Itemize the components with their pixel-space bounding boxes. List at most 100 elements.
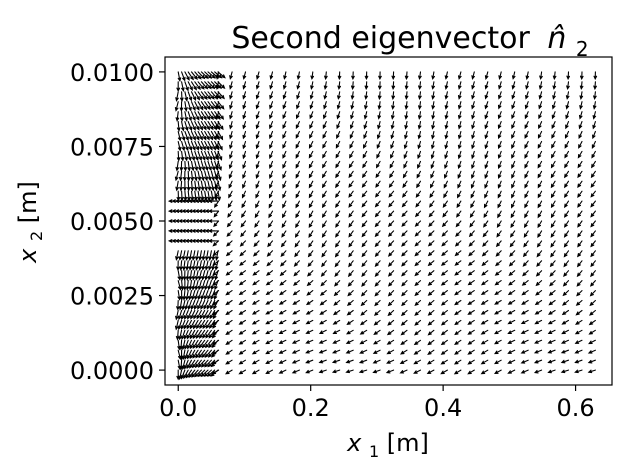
quiver-arrow bbox=[292, 299, 300, 305]
quiver-arrow bbox=[180, 309, 186, 321]
quiver-arrow bbox=[176, 150, 181, 162]
quiver-arrow bbox=[242, 140, 247, 150]
quiver-arrow bbox=[377, 91, 382, 101]
chart-title-text: Second eigenvector bbox=[231, 21, 530, 56]
quiver-arrow bbox=[335, 210, 341, 218]
quiver-arrow bbox=[242, 71, 247, 80]
quiver-arrow bbox=[323, 91, 328, 100]
quiver-arrow bbox=[228, 170, 233, 179]
quiver-arrow bbox=[215, 140, 220, 150]
quiver-arrow bbox=[227, 210, 233, 218]
quiver-arrow bbox=[240, 230, 247, 238]
quiver-arrow bbox=[194, 91, 201, 101]
quiver-arrow bbox=[402, 190, 408, 198]
quiver-arrow bbox=[211, 280, 220, 286]
quiver-arrow bbox=[185, 250, 189, 261]
quiver-arrow bbox=[335, 160, 341, 169]
quiver-arrow bbox=[417, 150, 422, 160]
quiver-arrow bbox=[562, 280, 570, 287]
quiver-arrow bbox=[497, 101, 502, 110]
quiver-arrow bbox=[348, 190, 354, 198]
quiver-arrow bbox=[332, 319, 341, 325]
quiver-arrow bbox=[319, 290, 327, 296]
quiver-arrow bbox=[427, 329, 435, 336]
quiver-arrow bbox=[467, 339, 475, 345]
quiver-arrow bbox=[359, 319, 368, 326]
quiver-arrow bbox=[535, 270, 543, 277]
quiver-arrow bbox=[577, 170, 583, 179]
quiver-arrow bbox=[590, 230, 596, 238]
quiver-arrow bbox=[471, 140, 475, 150]
quiver-arrow bbox=[483, 210, 489, 219]
quiver-arrow bbox=[361, 220, 368, 228]
quiver-arrow bbox=[374, 230, 381, 238]
quiver-arrow bbox=[204, 270, 209, 281]
quiver-arrow bbox=[225, 280, 233, 286]
quiver-arrow bbox=[190, 111, 196, 122]
quiver-arrow bbox=[242, 91, 247, 100]
quiver-arrow bbox=[548, 309, 556, 315]
quiver-arrow bbox=[347, 290, 354, 297]
quiver-arrow bbox=[195, 329, 202, 339]
quiver-arrow bbox=[296, 91, 300, 100]
quiver-arrow bbox=[358, 359, 368, 364]
quiver-arrow bbox=[175, 160, 180, 172]
quiver-arrow bbox=[552, 71, 557, 81]
quiver-arrow bbox=[467, 309, 475, 315]
quiver-arrow bbox=[387, 319, 395, 326]
quiver-arrow bbox=[335, 230, 341, 238]
quiver-arrow bbox=[306, 290, 314, 296]
quiver-arrow bbox=[179, 91, 184, 103]
quiver-arrow bbox=[319, 299, 327, 306]
quiver-arrow bbox=[279, 270, 287, 277]
quiver-arrow bbox=[588, 329, 596, 335]
quiver-arrow bbox=[348, 260, 354, 268]
quiver-arrow bbox=[454, 290, 462, 296]
quiver-arrow bbox=[401, 250, 408, 257]
quiver-arrow bbox=[280, 250, 287, 258]
quiver-arrow bbox=[228, 180, 233, 189]
quiver-arrow bbox=[306, 270, 314, 277]
quiver-arrow bbox=[591, 140, 596, 149]
quiver-arrow bbox=[333, 290, 341, 297]
quiver-arrow bbox=[178, 250, 183, 261]
quiver-arrow bbox=[441, 250, 448, 257]
quiver-arrow bbox=[400, 329, 408, 336]
quiver-arrow bbox=[480, 329, 489, 335]
quiver-arrow bbox=[444, 91, 449, 100]
quiver-arrow bbox=[497, 121, 502, 130]
quiver-arrow bbox=[587, 349, 596, 354]
quiver-arrow bbox=[363, 140, 368, 149]
quiver-arrow bbox=[494, 290, 502, 296]
quiver-arrow bbox=[305, 359, 314, 364]
quiver-arrow bbox=[183, 190, 188, 202]
quiver-arrow bbox=[561, 319, 570, 325]
quiver-arrow bbox=[550, 220, 556, 229]
quiver-arrow bbox=[360, 299, 368, 307]
quiver-arrow bbox=[307, 250, 314, 258]
quiver-arrow bbox=[186, 170, 191, 182]
quiver-arrow bbox=[281, 220, 287, 229]
quiver-arrow bbox=[198, 270, 202, 281]
quiver-arrow bbox=[363, 130, 368, 140]
quiver-arrow bbox=[207, 209, 219, 213]
quiver-arrow bbox=[376, 140, 381, 150]
quiver-arrow bbox=[207, 199, 219, 203]
quiver-arrow bbox=[538, 91, 543, 100]
quiver-arrow bbox=[348, 180, 354, 188]
quiver-arrow bbox=[551, 101, 556, 110]
quiver-arrow bbox=[194, 270, 199, 281]
quiver-arrow bbox=[269, 130, 274, 140]
quiver-arrow bbox=[589, 299, 596, 307]
quiver-arrow bbox=[180, 270, 184, 281]
quiver-arrow bbox=[305, 339, 314, 344]
quiver-arrow bbox=[497, 200, 502, 209]
quiver-arrow bbox=[321, 180, 327, 189]
quiver-arrow bbox=[321, 250, 327, 258]
quiver-arrow bbox=[484, 71, 489, 80]
quiver-arrow bbox=[511, 91, 516, 100]
quiver-arrow bbox=[374, 210, 381, 218]
quiver-arrow bbox=[251, 339, 260, 345]
quiver-arrow bbox=[175, 309, 179, 321]
quiver-arrow bbox=[239, 250, 247, 257]
